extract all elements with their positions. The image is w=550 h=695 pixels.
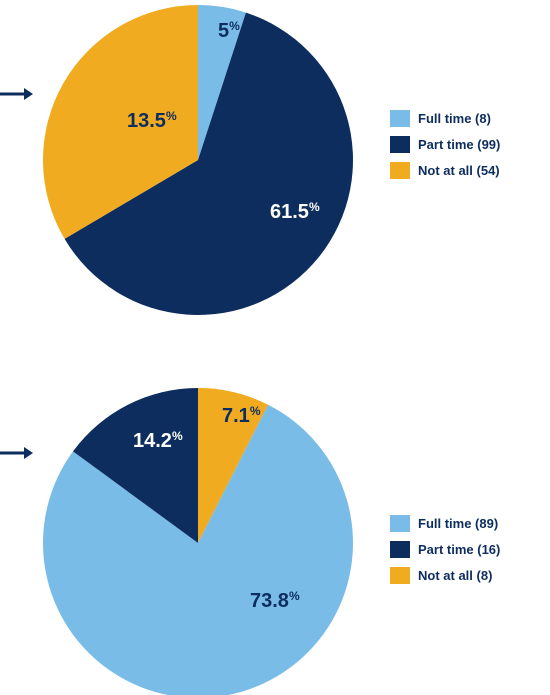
pie-slice-not-at-all: [43, 5, 198, 239]
pie-slice-part-time: [72, 388, 198, 543]
pie-slice-part-time: [64, 12, 353, 315]
pie-slice-full-time: [43, 404, 353, 695]
legend-swatch: [390, 567, 410, 584]
legend-item-full-time: Full time (89): [390, 515, 498, 532]
legend-swatch: [390, 515, 410, 532]
legend-label: Part time (99): [418, 137, 500, 152]
legend-item-part-time: Part time (99): [390, 136, 500, 153]
pie-chart-1: 5%61.5%13.5% Full time (8)Part time (99)N…: [0, 5, 500, 315]
pie-slice-not-at-all: [198, 388, 269, 543]
legend-label: Not at all (8): [418, 568, 492, 583]
chart-legend: Full time (89) Part time (16) Not at all (…: [390, 515, 500, 584]
legend-item-not-at-all: Not at all (8): [390, 567, 492, 584]
legend-swatch: [390, 541, 410, 558]
legend-label: Part time (16): [418, 542, 500, 557]
legend-item-part-time: Part time (16): [390, 541, 500, 558]
chart-legend: Full time (8) Part time (99) Not at all (5…: [390, 110, 500, 179]
arrow-icon: [0, 88, 33, 100]
legend-item-full-time: Full time (8): [390, 110, 491, 127]
slice-label-full-time: 73.8%: [250, 589, 300, 612]
arrow-icon: [0, 447, 33, 459]
legend-label: Not at all (54): [418, 163, 500, 178]
legend-swatch: [390, 162, 410, 179]
legend-label: Full time (8): [418, 111, 491, 126]
slice-label-part-time: 61.5%: [270, 200, 320, 223]
pie-chart-2: 7.1%73.8%14.2%Full time (89)Part time (1…: [0, 388, 500, 695]
pie-slice-full-time: [198, 5, 246, 160]
legend-label: Full time (89): [418, 516, 498, 531]
legend-swatch: [390, 110, 410, 127]
legend-swatch: [390, 136, 410, 153]
slice-label-not-at-all: 13.5%: [127, 109, 177, 132]
legend-item-not-at-all: Not at all (54): [390, 162, 500, 179]
slice-label-part-time: 14.2%: [133, 429, 183, 452]
